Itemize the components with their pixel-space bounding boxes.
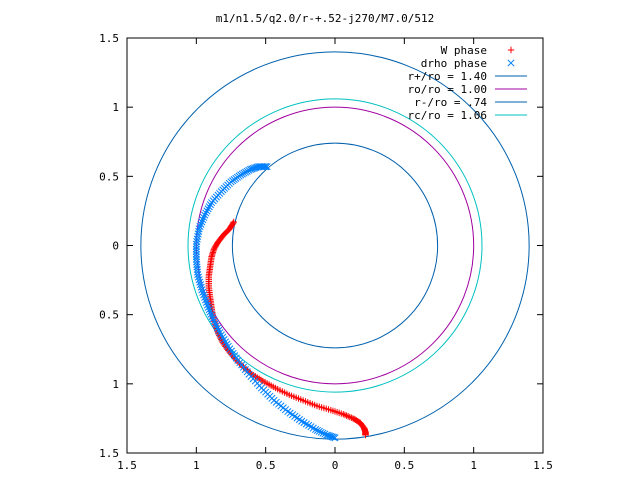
legend-label: rc/ro = 1.06 [408, 109, 487, 122]
data-point-1 [192, 243, 200, 251]
data-point-0 [344, 413, 352, 420]
legend-label: drho phase [421, 57, 487, 70]
y-tick-label: 0.5 [99, 309, 119, 322]
data-point-1 [207, 310, 215, 318]
data-point-1 [209, 315, 217, 323]
y-tick-label: 0 [112, 240, 119, 253]
data-point-1 [197, 283, 205, 291]
y-tick-label: 1.5 [99, 32, 119, 45]
data-point-1 [205, 306, 213, 314]
data-point-1 [196, 281, 205, 289]
data-point-1 [256, 163, 264, 171]
data-point-0 [362, 431, 369, 439]
data-point-1 [195, 276, 203, 284]
data-point-1 [199, 216, 207, 224]
legend-label: r-/ro = .74 [414, 96, 487, 109]
data-point-1 [210, 317, 218, 325]
y-tick-label: 1 [112, 101, 119, 114]
data-point-1 [199, 288, 207, 296]
data-point-1 [313, 426, 321, 434]
circle-series-5 [187, 98, 483, 393]
x-tick-label: 0 [332, 459, 339, 472]
data-point-1 [208, 312, 216, 321]
legend-label: r+/ro = 1.40 [408, 70, 487, 83]
data-point-0 [348, 414, 355, 421]
data-point-1 [194, 270, 202, 279]
data-point-1 [312, 425, 320, 434]
data-point-1 [196, 223, 204, 231]
data-point-1 [197, 220, 205, 228]
data-point-1 [214, 324, 222, 332]
data-point-1 [317, 428, 325, 436]
data-point-0 [343, 412, 350, 419]
data-point-1 [201, 211, 209, 219]
data-point-1 [200, 291, 208, 299]
x-tick-label: 1.5 [533, 459, 553, 472]
legend-marker [507, 46, 515, 54]
data-point-1 [198, 218, 206, 226]
x-tick-label: 0.5 [256, 459, 276, 472]
data-point-1 [212, 322, 220, 330]
data-point-1 [211, 319, 219, 327]
circle-series-4 [231, 142, 439, 349]
data-point-1 [206, 308, 214, 316]
data-point-1 [331, 434, 339, 442]
data-point-1 [200, 213, 208, 221]
data-point-1 [203, 207, 211, 215]
data-point-1 [196, 278, 204, 286]
x-tick-label: 0.5 [394, 459, 414, 472]
data-point-1 [204, 303, 212, 311]
legend-label: W phase [441, 44, 487, 57]
circle-series-3 [195, 106, 475, 385]
data-point-0 [346, 413, 353, 421]
data-point-1 [205, 203, 213, 211]
data-point-0 [340, 411, 347, 418]
data-point-1 [208, 199, 216, 207]
data-point-1 [202, 296, 210, 304]
chart-title: m1/n1.5/q2.0/r-+.52-j270/M7.0/512 [216, 12, 435, 25]
data-point-1 [192, 240, 200, 248]
data-point-1 [202, 209, 210, 217]
y-tick-label: 1 [112, 378, 119, 391]
data-point-1 [192, 248, 200, 256]
x-tick-label: 1.5 [117, 459, 137, 472]
legend-marker [507, 59, 515, 67]
data-point-1 [194, 273, 202, 281]
data-point-1 [202, 298, 211, 307]
axis-ticks: 1.5 1 0.5 0 0.5 1 1.51.510.500.511.5 [99, 32, 553, 472]
data-point-1 [319, 429, 327, 437]
data-point-1 [201, 293, 209, 301]
data-point-0 [341, 411, 349, 419]
data-point-1 [192, 250, 200, 258]
data-point-1 [192, 245, 200, 253]
data-point-1 [215, 326, 223, 334]
legend-label: ro/ro = 1.00 [408, 83, 487, 96]
x-tick-label: 1 [470, 459, 477, 472]
y-tick-label: 1.5 [99, 447, 119, 460]
data-point-1 [203, 301, 211, 309]
data-point-1 [204, 205, 212, 213]
x-tick-label: 1 [193, 459, 200, 472]
plot-points [192, 163, 369, 442]
data-point-1 [206, 201, 214, 209]
data-point-1 [315, 427, 323, 435]
y-tick-label: 0.5 [99, 170, 119, 183]
data-point-1 [330, 433, 338, 441]
data-point-1 [198, 286, 206, 294]
